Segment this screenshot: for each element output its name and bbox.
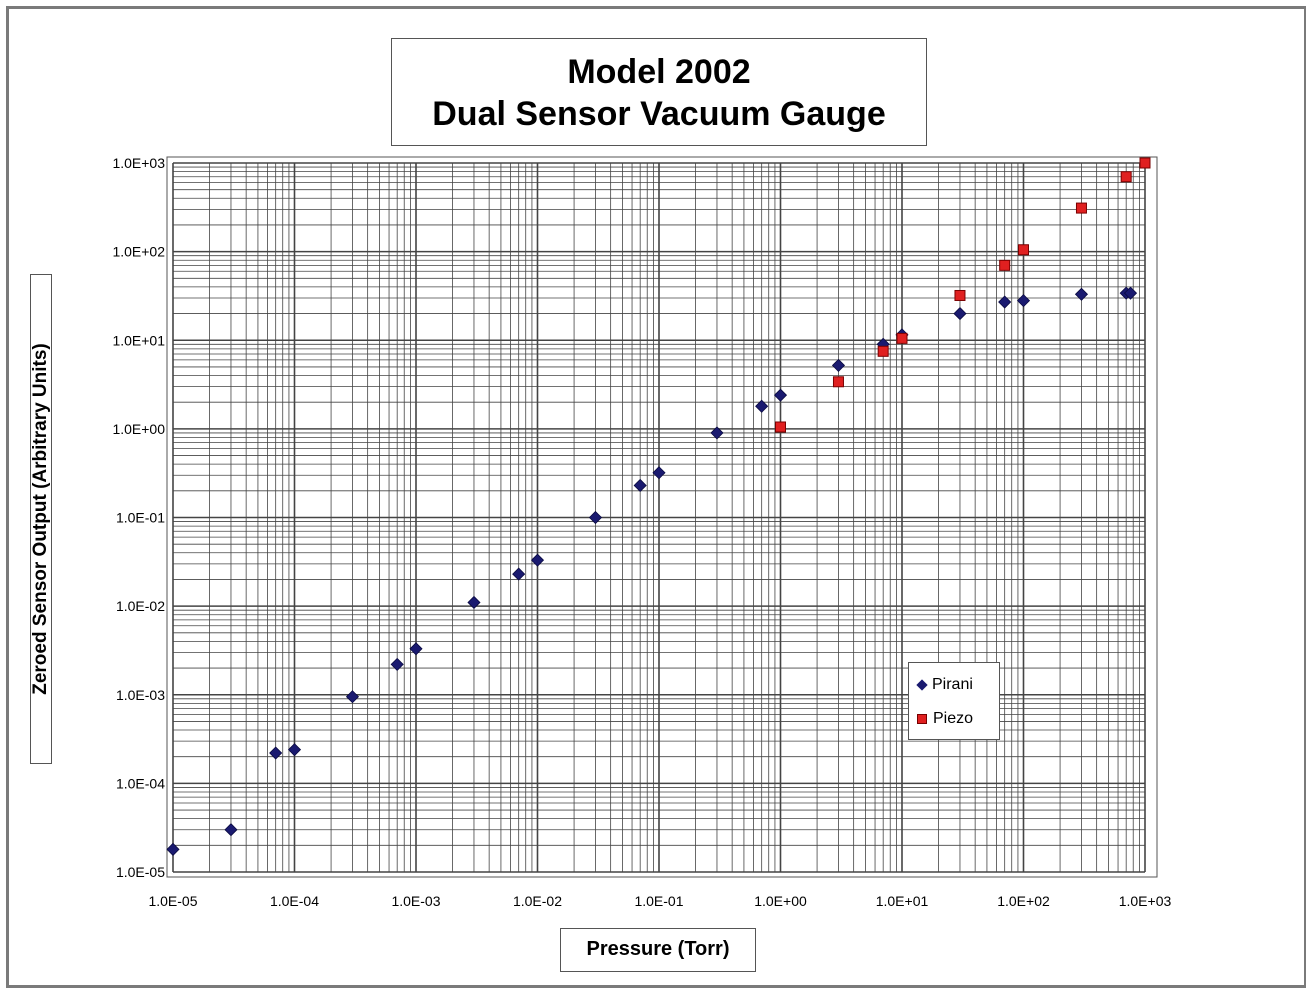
y-tick-label: 1.0E-04 <box>116 775 165 791</box>
chart-subtitle: Dual Sensor Vacuum Gauge <box>432 95 886 133</box>
pirani-point <box>1016 294 1031 308</box>
chart-title-box: Model 2002 Dual Sensor Vacuum Gauge <box>391 38 927 146</box>
pirani-point <box>1123 286 1138 300</box>
x-axis-label: Pressure (Torr) <box>560 928 756 972</box>
y-tick-label: 1.0E+01 <box>112 332 165 348</box>
x-tick-label: 1.0E-05 <box>148 893 197 909</box>
piezo-point <box>832 376 844 388</box>
piezo-point <box>1139 157 1151 169</box>
x-tick-label: 1.0E+02 <box>997 893 1050 909</box>
pirani-point <box>755 399 769 413</box>
piezo-point <box>1075 202 1087 214</box>
piezo-point <box>877 345 889 357</box>
x-tick-label: 1.0E+01 <box>876 893 929 909</box>
plot-outer-border <box>166 156 1158 878</box>
piezo-point <box>1120 171 1132 183</box>
pirani-point <box>512 567 526 581</box>
pirani-point <box>1074 287 1089 301</box>
x-tick-label: 1.0E-02 <box>513 893 562 909</box>
y-tick-label: 1.0E+02 <box>112 244 165 260</box>
y-tick-label: 1.0E+00 <box>112 421 165 437</box>
x-tick-label: 1.0E-04 <box>270 893 319 909</box>
pirani-point <box>831 358 846 372</box>
pirani-point <box>390 657 404 671</box>
legend-label-piezo: Piezo <box>933 710 974 727</box>
piezo-point <box>775 421 786 433</box>
y-tick-label: 1.0E-03 <box>116 687 165 703</box>
x-tick-label: 1.0E-01 <box>634 893 683 909</box>
pirani-point <box>166 842 180 856</box>
piezo-point <box>954 289 966 301</box>
piezo-point <box>896 332 908 344</box>
pirani-point <box>588 510 603 525</box>
x-tick-label: 1.0E+00 <box>754 893 807 909</box>
pirani-point <box>287 743 302 757</box>
legend: Pirani Piezo <box>908 662 1000 740</box>
piezo-point <box>1018 244 1029 256</box>
x-tick-label: 1.0E-03 <box>391 893 440 909</box>
pirani-point <box>998 295 1012 309</box>
chart-title: Model 2002 <box>567 53 751 91</box>
pirani-point <box>409 642 423 656</box>
pirani-point <box>710 426 724 440</box>
y-axis-label-box <box>30 274 52 764</box>
pirani-point <box>269 746 283 760</box>
square-marker-icon <box>917 713 927 724</box>
diamond-marker-icon <box>916 679 928 691</box>
y-tick-label: 1.0E-02 <box>116 598 165 614</box>
y-axis-label: Zeroed Sensor Output (Arbitrary Units) <box>30 343 51 695</box>
pirani-point <box>224 823 238 837</box>
pirani-point <box>345 690 360 704</box>
y-tick-label: 1.0E-01 <box>116 510 165 526</box>
x-tick-label: 1.0E+03 <box>1119 893 1172 909</box>
legend-label-pirani: Pirani <box>932 676 973 693</box>
legend-item-piezo: Piezo <box>917 709 973 729</box>
pirani-point <box>953 307 967 321</box>
chart-frame <box>6 6 1306 988</box>
pirani-point <box>773 388 788 402</box>
pirani-point <box>633 478 647 493</box>
legend-item-pirani: Pirani <box>916 675 973 695</box>
pirani-point <box>652 466 666 480</box>
pirani-point <box>467 595 481 610</box>
y-tick-label: 1.0E-05 <box>116 864 165 880</box>
pirani-point <box>530 553 545 567</box>
y-tick-label: 1.0E+03 <box>112 155 165 171</box>
piezo-point <box>999 259 1011 271</box>
